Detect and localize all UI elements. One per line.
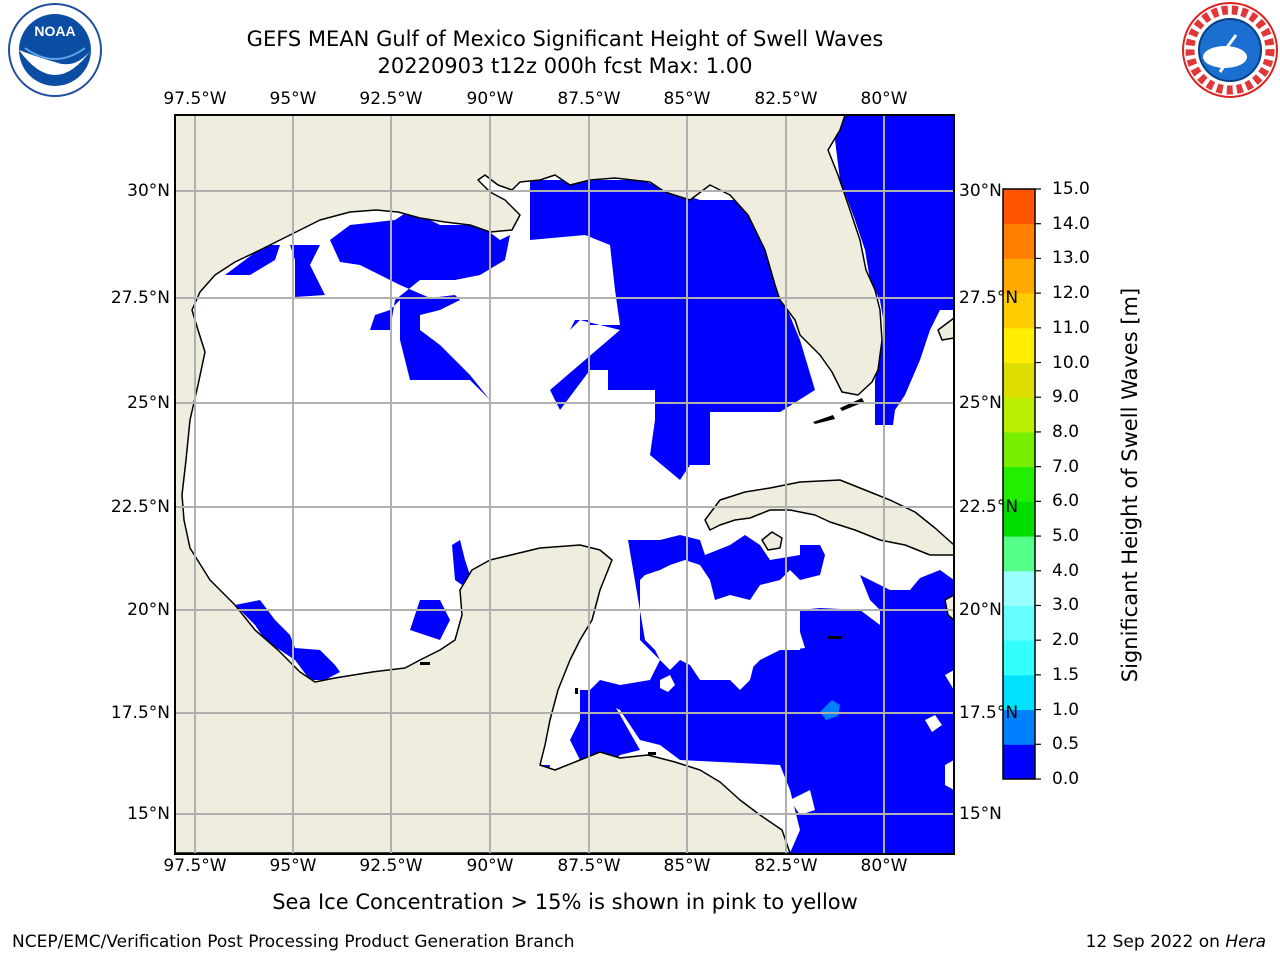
colorbar-segment [1003, 536, 1035, 572]
footer-credit: NCEP/EMC/Verification Post Processing Pr… [12, 932, 575, 952]
lat-label-right: 20°N [959, 600, 1002, 620]
lat-label-right: 27.5°N [959, 288, 1019, 308]
lon-label-bottom: 90°W [466, 856, 514, 876]
sea-ice-note: Sea Ice Concentration > 15% is shown in … [272, 890, 858, 914]
colorbar-tick-label: 1.5 [1052, 664, 1080, 685]
colorbar-segment [1003, 327, 1035, 364]
footer-date-text: 12 Sep 2022 on [1085, 932, 1226, 952]
lon-label-top: 97.5°W [163, 89, 227, 109]
lon-label-top: 92.5°W [359, 89, 423, 109]
colorbar-segment [1003, 189, 1035, 225]
svg-text:NOAA: NOAA [34, 23, 75, 39]
colorbar-segment [1003, 744, 1035, 780]
colorbar-segment [1003, 258, 1035, 294]
colorbar-segment [1003, 501, 1035, 537]
colorbar-segment [1003, 605, 1035, 641]
lon-label-bottom: 95°W [269, 856, 317, 876]
map-plot-area [174, 114, 955, 855]
colorbar-segment [1003, 674, 1035, 711]
map-gridlines [175, 115, 954, 854]
colorbar [1002, 188, 1041, 780]
lon-label-top: 87.5°W [557, 89, 621, 109]
colorbar-tick-label: 1.0 [1052, 699, 1080, 720]
colorbar-tick-label: 0.0 [1052, 769, 1080, 789]
lat-label-left: 27.5°N [110, 288, 170, 308]
lon-label-bottom: 85°W [663, 856, 711, 876]
chart-subtitle: 20220903 t12z 000h fcst Max: 1.00 [377, 54, 753, 78]
colorbar-segment [1003, 223, 1035, 259]
lon-label-top: 85°W [663, 89, 711, 109]
colorbar-tick-label: 14.0 [1052, 213, 1090, 234]
lon-label-top: 90°W [466, 89, 514, 109]
colorbar-segment [1003, 466, 1035, 502]
lon-label-bottom: 97.5°W [163, 856, 227, 876]
lon-label-top: 95°W [269, 89, 317, 109]
lon-label-top: 82.5°W [754, 89, 818, 109]
map-frame [174, 114, 955, 855]
swell-field-low [225, 115, 954, 853]
colorbar-tick-label: 11.0 [1052, 317, 1090, 338]
land [174, 114, 955, 854]
colorbar-tick-label: 6.0 [1052, 491, 1080, 512]
colorbar-tick-label: 3.0 [1052, 595, 1080, 616]
lat-label-left: 22.5°N [110, 497, 170, 517]
colorbar-tick-label: 9.0 [1052, 387, 1080, 408]
noaa-logo: NOAA [8, 3, 102, 97]
lat-label-right: 15°N [959, 804, 1002, 824]
footer-machine: Hera [1225, 932, 1266, 952]
colorbar-tick-label: 0.5 [1052, 734, 1080, 755]
colorbar-segment [1003, 640, 1035, 676]
lon-label-top: 80°W [860, 89, 908, 109]
colorbar-segment [1003, 709, 1035, 745]
colorbar-tick-label: 5.0 [1052, 526, 1080, 547]
colorbar-tick-label: 7.0 [1052, 456, 1080, 477]
colorbar-segment [1003, 570, 1035, 606]
colorbar-tick-label: 13.0 [1052, 248, 1090, 269]
lon-label-bottom: 82.5°W [754, 856, 818, 876]
chart-title: GEFS MEAN Gulf of Mexico Significant Hei… [246, 27, 884, 51]
lat-label-right: 17.5°N [959, 703, 1019, 723]
lat-label-left: 25°N [127, 393, 170, 413]
lon-label-bottom: 87.5°W [557, 856, 621, 876]
colorbar-tick-label: 10.0 [1052, 352, 1090, 373]
footer-date: 12 Sep 2022 on Hera [1086, 932, 1266, 952]
small-islands [420, 398, 864, 755]
colorbar-tick-label: 8.0 [1052, 421, 1080, 442]
colorbar-segment [1003, 397, 1035, 433]
lon-label-bottom: 92.5°W [359, 856, 423, 876]
colorbar-segment [1003, 431, 1035, 468]
colorbar-tick-label: 15.0 [1052, 179, 1090, 199]
lat-label-left: 20°N [127, 600, 170, 620]
swell-field-gaps [630, 632, 954, 815]
lon-label-bottom: 80°W [860, 856, 908, 876]
colorbar-tick-label: 4.0 [1052, 560, 1080, 581]
lat-label-right: 22.5°N [959, 497, 1019, 517]
colorbar-tick-label: 2.0 [1052, 630, 1080, 651]
nws-logo [1182, 2, 1278, 98]
lat-label-left: 30°N [127, 181, 170, 201]
colorbar-segment [1003, 293, 1035, 329]
lat-label-left: 15°N [127, 804, 170, 824]
lat-label-left: 17.5°N [110, 703, 170, 723]
colorbar-tick-label: 12.0 [1052, 283, 1090, 304]
colorbar-segment [1003, 362, 1035, 398]
colorbar-title: Significant Height of Swell Waves [m] [1118, 287, 1142, 683]
lat-label-right: 25°N [959, 393, 1002, 413]
lat-label-right: 30°N [959, 181, 1002, 201]
